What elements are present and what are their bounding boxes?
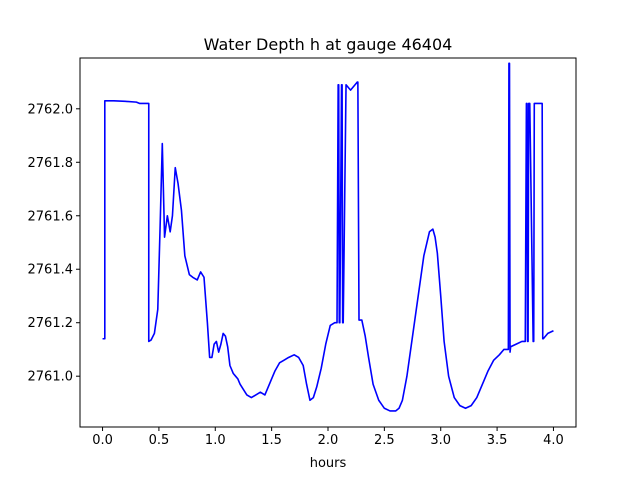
plot-area: 0.0 0.5 1.0 1.5 2.0 2.5 3.0 3.5 4.0 2761.0 2761.2 2… xyxy=(28,57,577,448)
series-line-0 xyxy=(102,62,554,412)
x-axis-label: hours xyxy=(310,456,347,471)
x-tick-label: 0.5 xyxy=(149,433,170,448)
y-tick-label: 2761.6 xyxy=(28,209,74,224)
x-tick-label: 3.0 xyxy=(430,433,451,448)
x-tick-label: 1.5 xyxy=(261,433,282,448)
y-tick-label: 2761.4 xyxy=(28,263,74,278)
x-tick-label: 3.5 xyxy=(487,433,508,448)
x-tick-label: 2.0 xyxy=(318,433,339,448)
y-tick-label: 2761.0 xyxy=(28,370,74,385)
x-tick-label: 1.0 xyxy=(205,433,226,448)
x-tick-label: 0.0 xyxy=(92,433,113,448)
x-tick-label: 4.0 xyxy=(543,433,564,448)
y-tick-label: 2761.2 xyxy=(28,316,74,331)
y-tick-label: 2762.0 xyxy=(28,102,74,117)
y-tick-label: 2761.8 xyxy=(28,156,74,171)
x-tick-label: 2.5 xyxy=(374,433,395,448)
chart-title: Water Depth h at gauge 46404 xyxy=(204,35,453,54)
